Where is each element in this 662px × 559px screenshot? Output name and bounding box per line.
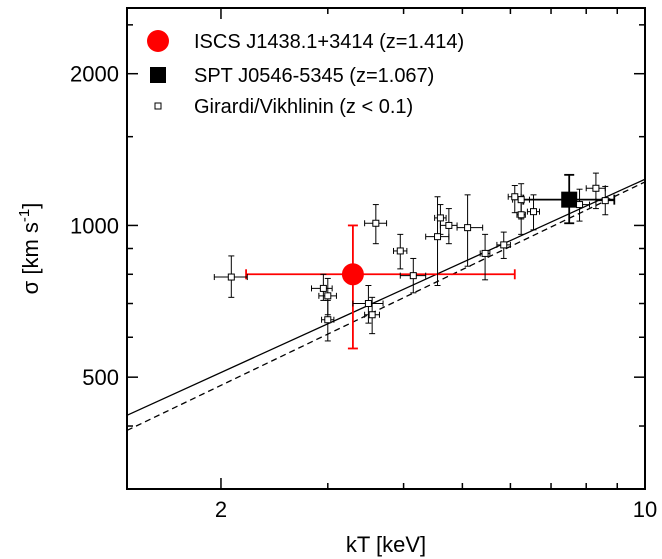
x-tick-label: 2 [215, 497, 227, 522]
data-point-1-0 [561, 191, 578, 208]
data-point-2-18 [530, 208, 538, 216]
data-point-2-13 [481, 249, 489, 257]
data-point-2-4 [372, 219, 380, 227]
data-point-2-2 [324, 292, 332, 300]
data-point-2-9 [434, 233, 442, 241]
data-point-2-20 [592, 184, 600, 192]
data-point-2-11 [445, 221, 453, 229]
legend-label-1: SPT J0546-5345 (z=1.067) [194, 65, 434, 87]
legend-marker-1 [150, 67, 166, 83]
legend-label-0: ISCS J1438.1+3414 (z=1.414) [194, 31, 464, 53]
data-point-2-15 [511, 193, 519, 201]
data-point-2-0 [227, 273, 235, 281]
axis-ticks: 2 10 500 1000 2000 [70, 8, 657, 522]
data-point-2-19 [576, 201, 584, 209]
legend: ISCS J1438.1+3414 (z=1.414) SPT J0546-534… [147, 30, 464, 118]
legend-marker-0 [147, 30, 169, 52]
data-point-2-10 [436, 214, 444, 222]
legend-marker-2 [154, 102, 162, 110]
legend-label-2: Girardi/Vikhlinin (z < 0.1) [194, 96, 413, 118]
data-point-2-1 [319, 284, 327, 292]
data-point-2-21 [601, 197, 609, 205]
data-point-0-0 [341, 263, 364, 286]
data-point-2-7 [396, 247, 404, 255]
data-point-2-14 [500, 241, 508, 249]
x-axis-label: kT [keV] [346, 532, 426, 557]
fit-line-dashed [127, 181, 645, 432]
fit-line-solid [127, 178, 645, 416]
data-points [227, 184, 609, 324]
data-point-2-5 [364, 300, 372, 308]
data-point-2-17 [517, 211, 525, 219]
data-point-2-8 [409, 272, 417, 280]
data-point-2-12 [464, 224, 472, 232]
fit-lines [127, 178, 645, 432]
y-tick-label: 500 [82, 365, 119, 390]
data-point-2-3 [324, 316, 332, 324]
data-point-2-16 [517, 196, 525, 204]
data-point-2-6 [368, 311, 376, 319]
x-tick-label: 10 [633, 497, 657, 522]
y-tick-label: 1000 [70, 213, 119, 238]
y-tick-label: 2000 [70, 62, 119, 87]
y-axis-label: σ [km s-1] [16, 203, 43, 295]
